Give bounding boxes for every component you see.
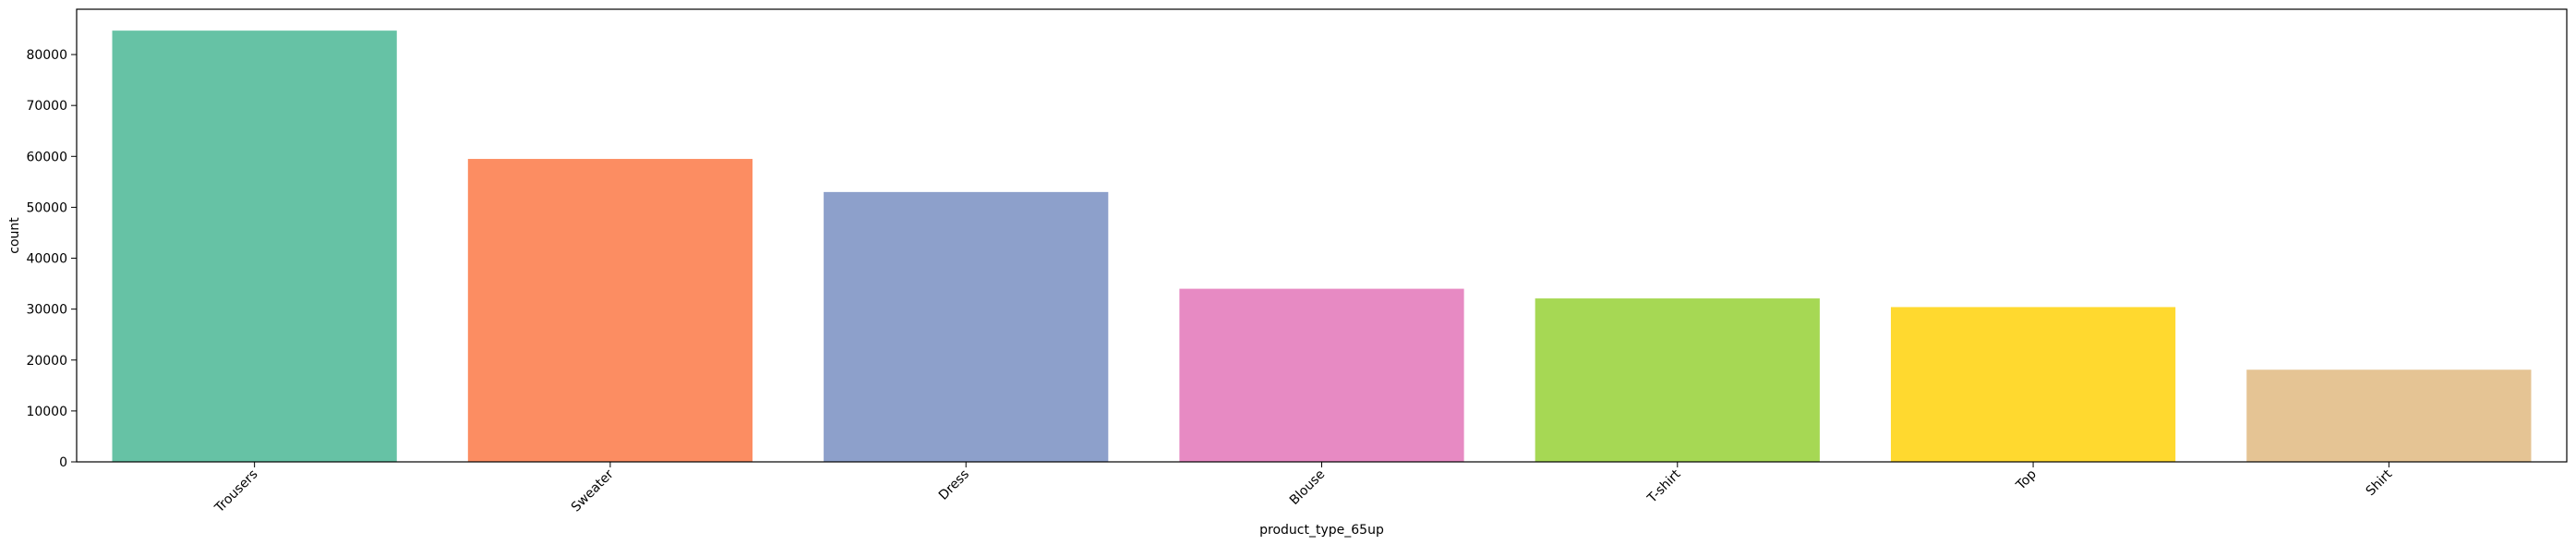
bar-sweater — [467, 159, 753, 462]
y-tick-label: 30000 — [26, 303, 67, 318]
y-tick-label: 60000 — [26, 150, 67, 164]
y-tick-label: 50000 — [26, 200, 67, 215]
bar-blouse — [1179, 288, 1464, 462]
x-tick-label: Dress — [936, 467, 972, 503]
y-tick-label: 40000 — [26, 252, 67, 267]
x-tick-label: T-shirt — [1644, 466, 1684, 506]
x-tick-label: Shirt — [2364, 466, 2396, 499]
y-axis-label: count — [7, 217, 22, 254]
x-tick-label: Top — [2013, 466, 2040, 493]
x-axis: Trousers Sweater Dress Blouse T-shirt Top Shir… — [211, 462, 2396, 516]
y-tick-label: 70000 — [26, 99, 67, 114]
x-tick-label: Sweater — [569, 466, 617, 515]
x-tick-label: Trousers — [211, 467, 260, 516]
bar-dress — [824, 191, 1109, 462]
y-tick-label: 10000 — [26, 405, 67, 419]
y-axis: 0 10000 20000 30000 40000 50000 60000 70000 8000… — [26, 48, 77, 470]
y-tick-label: 80000 — [26, 48, 67, 63]
bar-trousers — [112, 30, 397, 463]
bars-group — [112, 30, 2532, 463]
y-tick-label: 20000 — [26, 354, 67, 369]
bar-t-shirt — [1535, 298, 1820, 462]
y-tick-label: 0 — [59, 455, 67, 470]
x-tick-label: Blouse — [1287, 467, 1328, 508]
x-axis-label: product_type_65up — [1259, 523, 1384, 538]
bar-top — [1890, 307, 2176, 462]
bar-shirt — [2246, 369, 2532, 462]
plot-frame — [76, 8, 2568, 463]
